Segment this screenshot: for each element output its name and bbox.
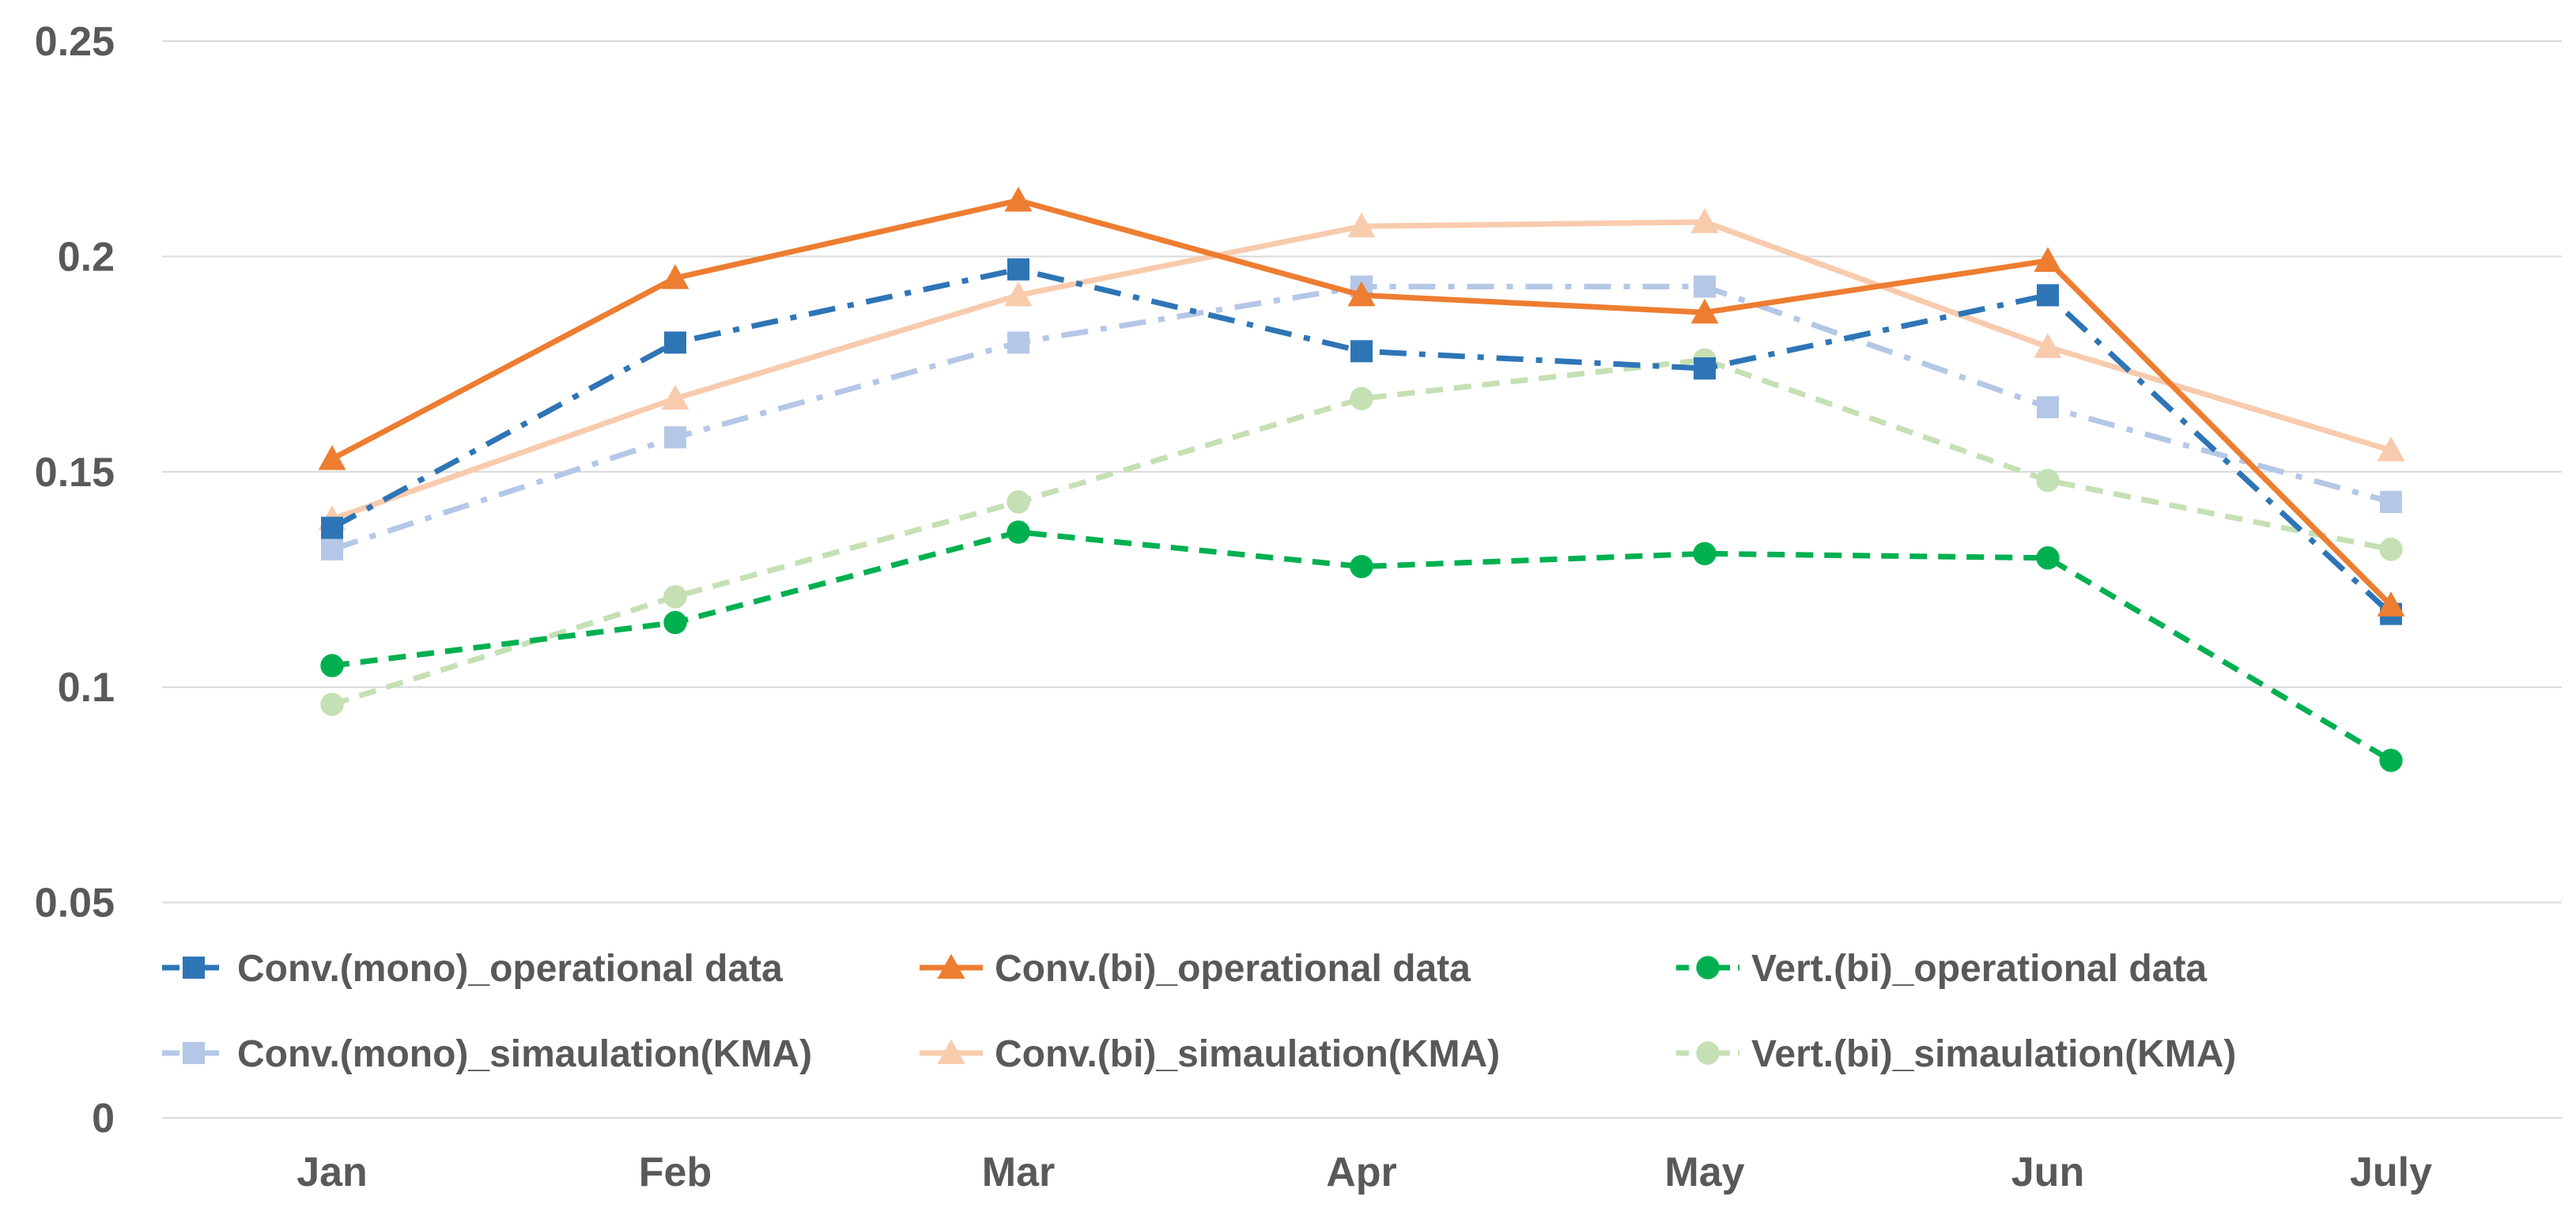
series-2 — [318, 187, 2405, 617]
y-tick-label: 0.25 — [35, 19, 115, 65]
x-tick-label: Jan — [297, 1149, 368, 1195]
y-tick-label: 0.1 — [58, 665, 115, 711]
series-4 — [321, 275, 2402, 561]
data-point — [318, 444, 346, 470]
legend-marker — [183, 957, 205, 979]
data-point — [1347, 212, 1376, 238]
data-point — [1690, 208, 1719, 233]
y-axis-ticks: 0 0.05 0.1 0.15 0.2 0.25 — [35, 19, 115, 1142]
x-tick-label: Mar — [982, 1149, 1055, 1195]
legend-marker — [1696, 1041, 1720, 1065]
data-point — [2377, 591, 2405, 617]
data-point — [1694, 357, 1716, 380]
data-point — [1350, 340, 1373, 363]
data-point — [661, 264, 689, 289]
data-point — [2037, 396, 2059, 419]
data-point — [2380, 490, 2402, 513]
data-point — [1350, 554, 1373, 579]
series-1 — [321, 258, 2402, 625]
data-point — [1690, 298, 1719, 324]
y-tick-label: 0 — [92, 1096, 115, 1142]
plot-series — [318, 187, 2405, 772]
legend-label: Vert.(bi)_operational data — [1751, 948, 2207, 990]
y-tick-label: 0.2 — [58, 234, 115, 280]
legend-item: Conv.(bi)_operational data — [920, 948, 1471, 990]
x-tick-label: Apr — [1326, 1149, 1397, 1195]
data-point — [1007, 331, 1029, 354]
legend-label: Conv.(mono)_operational data — [237, 948, 783, 990]
series-line — [330, 219, 2393, 523]
data-point — [321, 538, 343, 561]
legend-marker — [183, 1042, 205, 1064]
legend-label: Conv.(bi)_operational data — [995, 948, 1471, 990]
data-point — [320, 693, 344, 716]
data-point — [664, 426, 686, 449]
data-point — [320, 654, 344, 678]
legend: Conv.(mono)_operational data Conv.(bi)_op… — [162, 948, 2236, 1075]
legend-marker — [937, 1039, 965, 1064]
data-point — [1693, 542, 1717, 566]
x-tick-label: May — [1664, 1149, 1744, 1195]
legend-item: Vert.(bi)_simaulation(KMA) — [1676, 1033, 2236, 1075]
x-axis-ticks: Jan Feb Mar Apr May Jun July — [297, 1149, 2432, 1195]
x-tick-label: Jun — [2011, 1149, 2084, 1195]
data-point — [664, 331, 686, 354]
legend-item: Vert.(bi)_operational data — [1676, 948, 2207, 990]
x-tick-label: Feb — [639, 1149, 712, 1195]
data-point — [663, 585, 687, 609]
legend-label: Vert.(bi)_simaulation(KMA) — [1751, 1033, 2236, 1075]
data-point — [1350, 387, 1373, 410]
y-tick-label: 0.15 — [35, 450, 115, 496]
legend-item: Conv.(mono)_simaulation(KMA) — [162, 1033, 812, 1075]
data-point — [2036, 468, 2060, 493]
data-point — [2034, 247, 2062, 272]
legend-marker — [1696, 956, 1720, 980]
data-point — [1694, 275, 1716, 298]
x-tick-label: July — [2350, 1149, 2432, 1195]
series-6 — [320, 348, 2403, 716]
data-point — [2377, 436, 2405, 462]
legend-label: Conv.(mono)_simaulation(KMA) — [237, 1033, 812, 1075]
data-point — [321, 516, 343, 539]
series-3 — [320, 520, 2403, 772]
data-point — [661, 384, 689, 410]
data-point — [2037, 284, 2059, 307]
data-point — [1007, 520, 1030, 544]
data-point — [1347, 281, 1376, 307]
data-point — [2379, 538, 2403, 561]
data-point — [1004, 281, 1033, 307]
data-point — [1004, 187, 1033, 212]
data-point — [1007, 258, 1029, 281]
legend-label: Conv.(bi)_simaulation(KMA) — [995, 1033, 1500, 1075]
legend-marker — [937, 953, 965, 979]
data-point — [2379, 749, 2403, 772]
legend-item: Conv.(bi)_simaulation(KMA) — [920, 1033, 1500, 1075]
data-point — [2036, 546, 2060, 570]
y-tick-label: 0.05 — [35, 881, 115, 927]
data-point — [2034, 333, 2062, 358]
legend-item: Conv.(mono)_operational data — [162, 948, 783, 990]
data-point — [663, 610, 687, 635]
data-point — [1007, 490, 1030, 514]
